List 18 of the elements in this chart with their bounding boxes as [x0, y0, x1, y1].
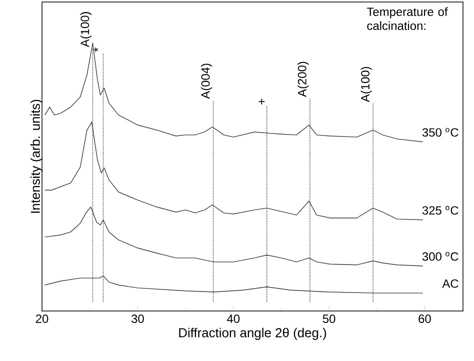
series-label: AC	[442, 279, 458, 288]
series-label: 300 $^{o}$C	[422, 252, 458, 261]
ref-line-label: +	[258, 98, 265, 104]
ref-line-label: A(100)	[360, 66, 372, 102]
ref-line-label: *	[94, 48, 98, 52]
ref-line-label: A(004)	[200, 64, 212, 99]
series-label: 325 $^{o}$C	[422, 206, 458, 215]
x-tick-label: 20	[36, 314, 48, 323]
ref-line-label: A(100)	[80, 12, 92, 48]
x-tick-label: 40	[227, 314, 240, 323]
x-tick-label: 60	[418, 314, 431, 323]
legend-title: Temperature of calcination:	[366, 7, 448, 30]
ref-line-label: A(200)	[298, 62, 309, 97]
y-axis-title: Intensity (arb. units)	[30, 100, 42, 213]
x-tick-label: 30	[131, 314, 144, 323]
series-label: 350 $^{o}$C	[422, 128, 458, 137]
x-tick-label: 50	[322, 314, 336, 323]
x-axis-title: Diffraction angle 2θ (deg.)	[179, 328, 326, 340]
